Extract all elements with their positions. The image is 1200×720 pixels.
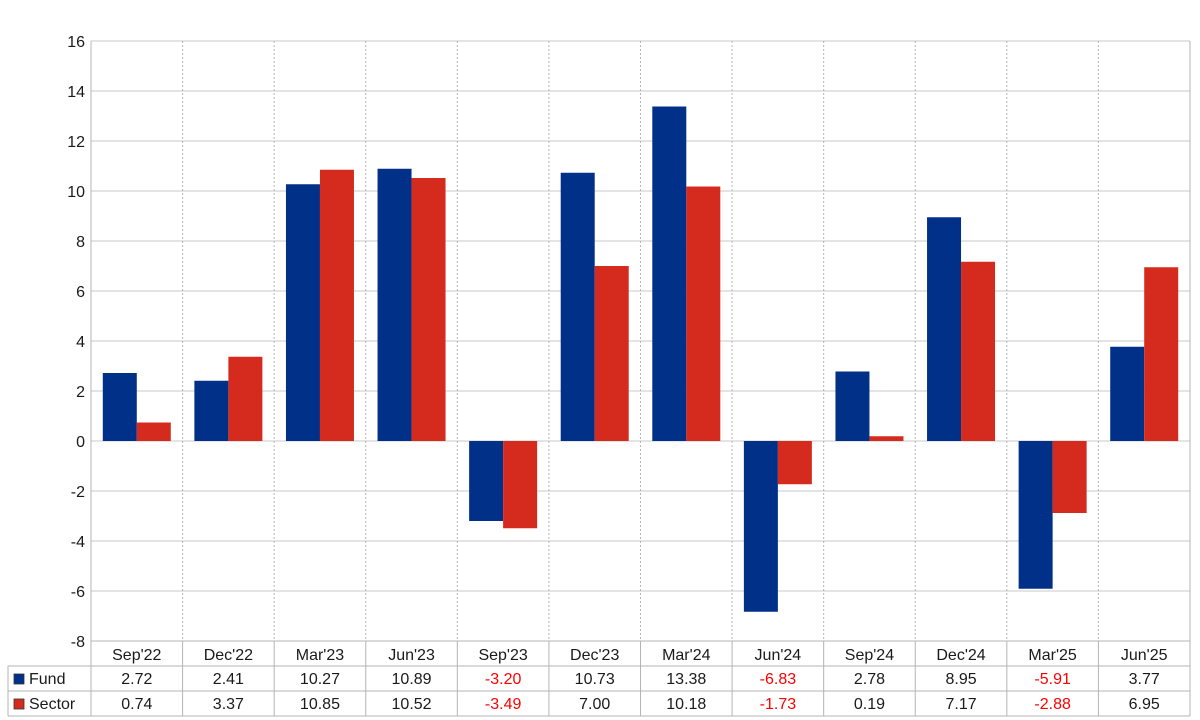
y-tick-label: -2 bbox=[71, 484, 85, 501]
x-tick-label: Dec'24 bbox=[936, 647, 985, 664]
y-tick-label: -8 bbox=[71, 634, 85, 651]
x-tick-label: Sep'23 bbox=[478, 647, 527, 664]
bar-fund bbox=[560, 172, 595, 441]
bar-fund bbox=[743, 441, 778, 612]
bar-sector bbox=[594, 266, 629, 441]
bar-fund bbox=[835, 371, 870, 441]
bar-sector bbox=[319, 169, 354, 441]
data-label-fund: -3.20 bbox=[485, 671, 522, 688]
y-tick-label: -6 bbox=[71, 584, 85, 601]
bar-fund bbox=[102, 373, 137, 441]
y-tick-label: 10 bbox=[67, 184, 85, 201]
bar-fund bbox=[1110, 346, 1145, 441]
bar-fund bbox=[469, 441, 504, 521]
data-label-fund: 10.89 bbox=[392, 671, 432, 688]
x-tick-label: Jun'24 bbox=[755, 647, 802, 664]
bars bbox=[102, 106, 1179, 612]
y-tick-label: 8 bbox=[76, 234, 85, 251]
data-label-sector: 0.19 bbox=[854, 696, 885, 713]
data-label-sector: -2.88 bbox=[1034, 696, 1071, 713]
legend-swatch-sector bbox=[13, 698, 25, 710]
y-tick-label: 4 bbox=[76, 334, 85, 351]
y-tick-label: -4 bbox=[71, 534, 85, 551]
x-tick-label: Dec'22 bbox=[204, 647, 253, 664]
bar-sector bbox=[869, 436, 904, 441]
y-tick-label: 0 bbox=[76, 434, 85, 451]
data-label-sector: 7.00 bbox=[579, 696, 610, 713]
x-tick-label: Mar'23 bbox=[296, 647, 345, 664]
bar-sector bbox=[1052, 441, 1087, 513]
data-label-fund: 10.73 bbox=[575, 671, 615, 688]
data-label-sector: 10.85 bbox=[300, 696, 340, 713]
bar-fund bbox=[927, 217, 962, 441]
data-label-sector: -3.49 bbox=[485, 696, 522, 713]
y-tick-label: 6 bbox=[76, 284, 85, 301]
y-tick-label: 16 bbox=[67, 34, 85, 51]
legend-swatch-fund bbox=[13, 673, 25, 685]
bar-fund bbox=[652, 106, 687, 441]
data-label-sector: -1.73 bbox=[760, 696, 797, 713]
data-label-fund: 3.77 bbox=[1129, 671, 1160, 688]
data-label-fund: -6.83 bbox=[760, 671, 797, 688]
y-tick-label: 2 bbox=[76, 384, 85, 401]
bar-sector bbox=[686, 186, 721, 441]
data-label-sector: 10.52 bbox=[392, 696, 432, 713]
bar-sector bbox=[228, 356, 263, 441]
x-tick-label: Mar'25 bbox=[1028, 647, 1077, 664]
x-tick-label: Dec'23 bbox=[570, 647, 619, 664]
data-label-fund: -5.91 bbox=[1034, 671, 1071, 688]
bar-sector bbox=[411, 178, 446, 441]
bar-fund bbox=[285, 184, 320, 441]
bar-sector bbox=[503, 441, 538, 529]
data-label-sector: 10.18 bbox=[666, 696, 706, 713]
data-table: Sep'22 Dec'22 Mar'23 Jun'23 Sep'23 Dec'23 Mar'… bbox=[7, 640, 1191, 717]
x-tick-label: Jun'23 bbox=[388, 647, 435, 664]
grid bbox=[90, 40, 1191, 642]
data-label-sector: 3.37 bbox=[213, 696, 244, 713]
legend-label-fund: Fund bbox=[29, 671, 65, 688]
bar-sector bbox=[777, 441, 812, 485]
data-label-sector: 7.17 bbox=[945, 696, 976, 713]
bar-fund bbox=[377, 168, 412, 441]
x-tick-label: Mar'24 bbox=[662, 647, 711, 664]
x-tick-label: Jun'25 bbox=[1121, 647, 1168, 664]
x-tick-label: Sep'24 bbox=[845, 647, 894, 664]
bar-sector bbox=[961, 261, 996, 441]
data-label-sector: 6.95 bbox=[1129, 696, 1160, 713]
bar-sector bbox=[1144, 267, 1179, 441]
data-label-fund: 10.27 bbox=[300, 671, 340, 688]
x-tick-label: Sep'22 bbox=[112, 647, 161, 664]
bar-fund bbox=[194, 380, 229, 441]
y-tick-label: 14 bbox=[67, 84, 85, 101]
data-label-fund: 2.78 bbox=[854, 671, 885, 688]
legend-label-sector: Sector bbox=[29, 696, 76, 713]
data-label-fund: 13.38 bbox=[666, 671, 706, 688]
bar-fund bbox=[1018, 441, 1053, 589]
data-label-fund: 2.72 bbox=[121, 671, 152, 688]
data-label-sector: 0.74 bbox=[121, 696, 152, 713]
data-label-fund: 2.41 bbox=[213, 671, 244, 688]
y-axis-ticks: -8 -6 -4 -2 0 2 4 6 8 10 12 14 16 bbox=[67, 34, 85, 651]
data-label-fund: 8.95 bbox=[945, 671, 976, 688]
bar-sector bbox=[136, 422, 171, 441]
y-tick-label: 12 bbox=[67, 134, 85, 151]
